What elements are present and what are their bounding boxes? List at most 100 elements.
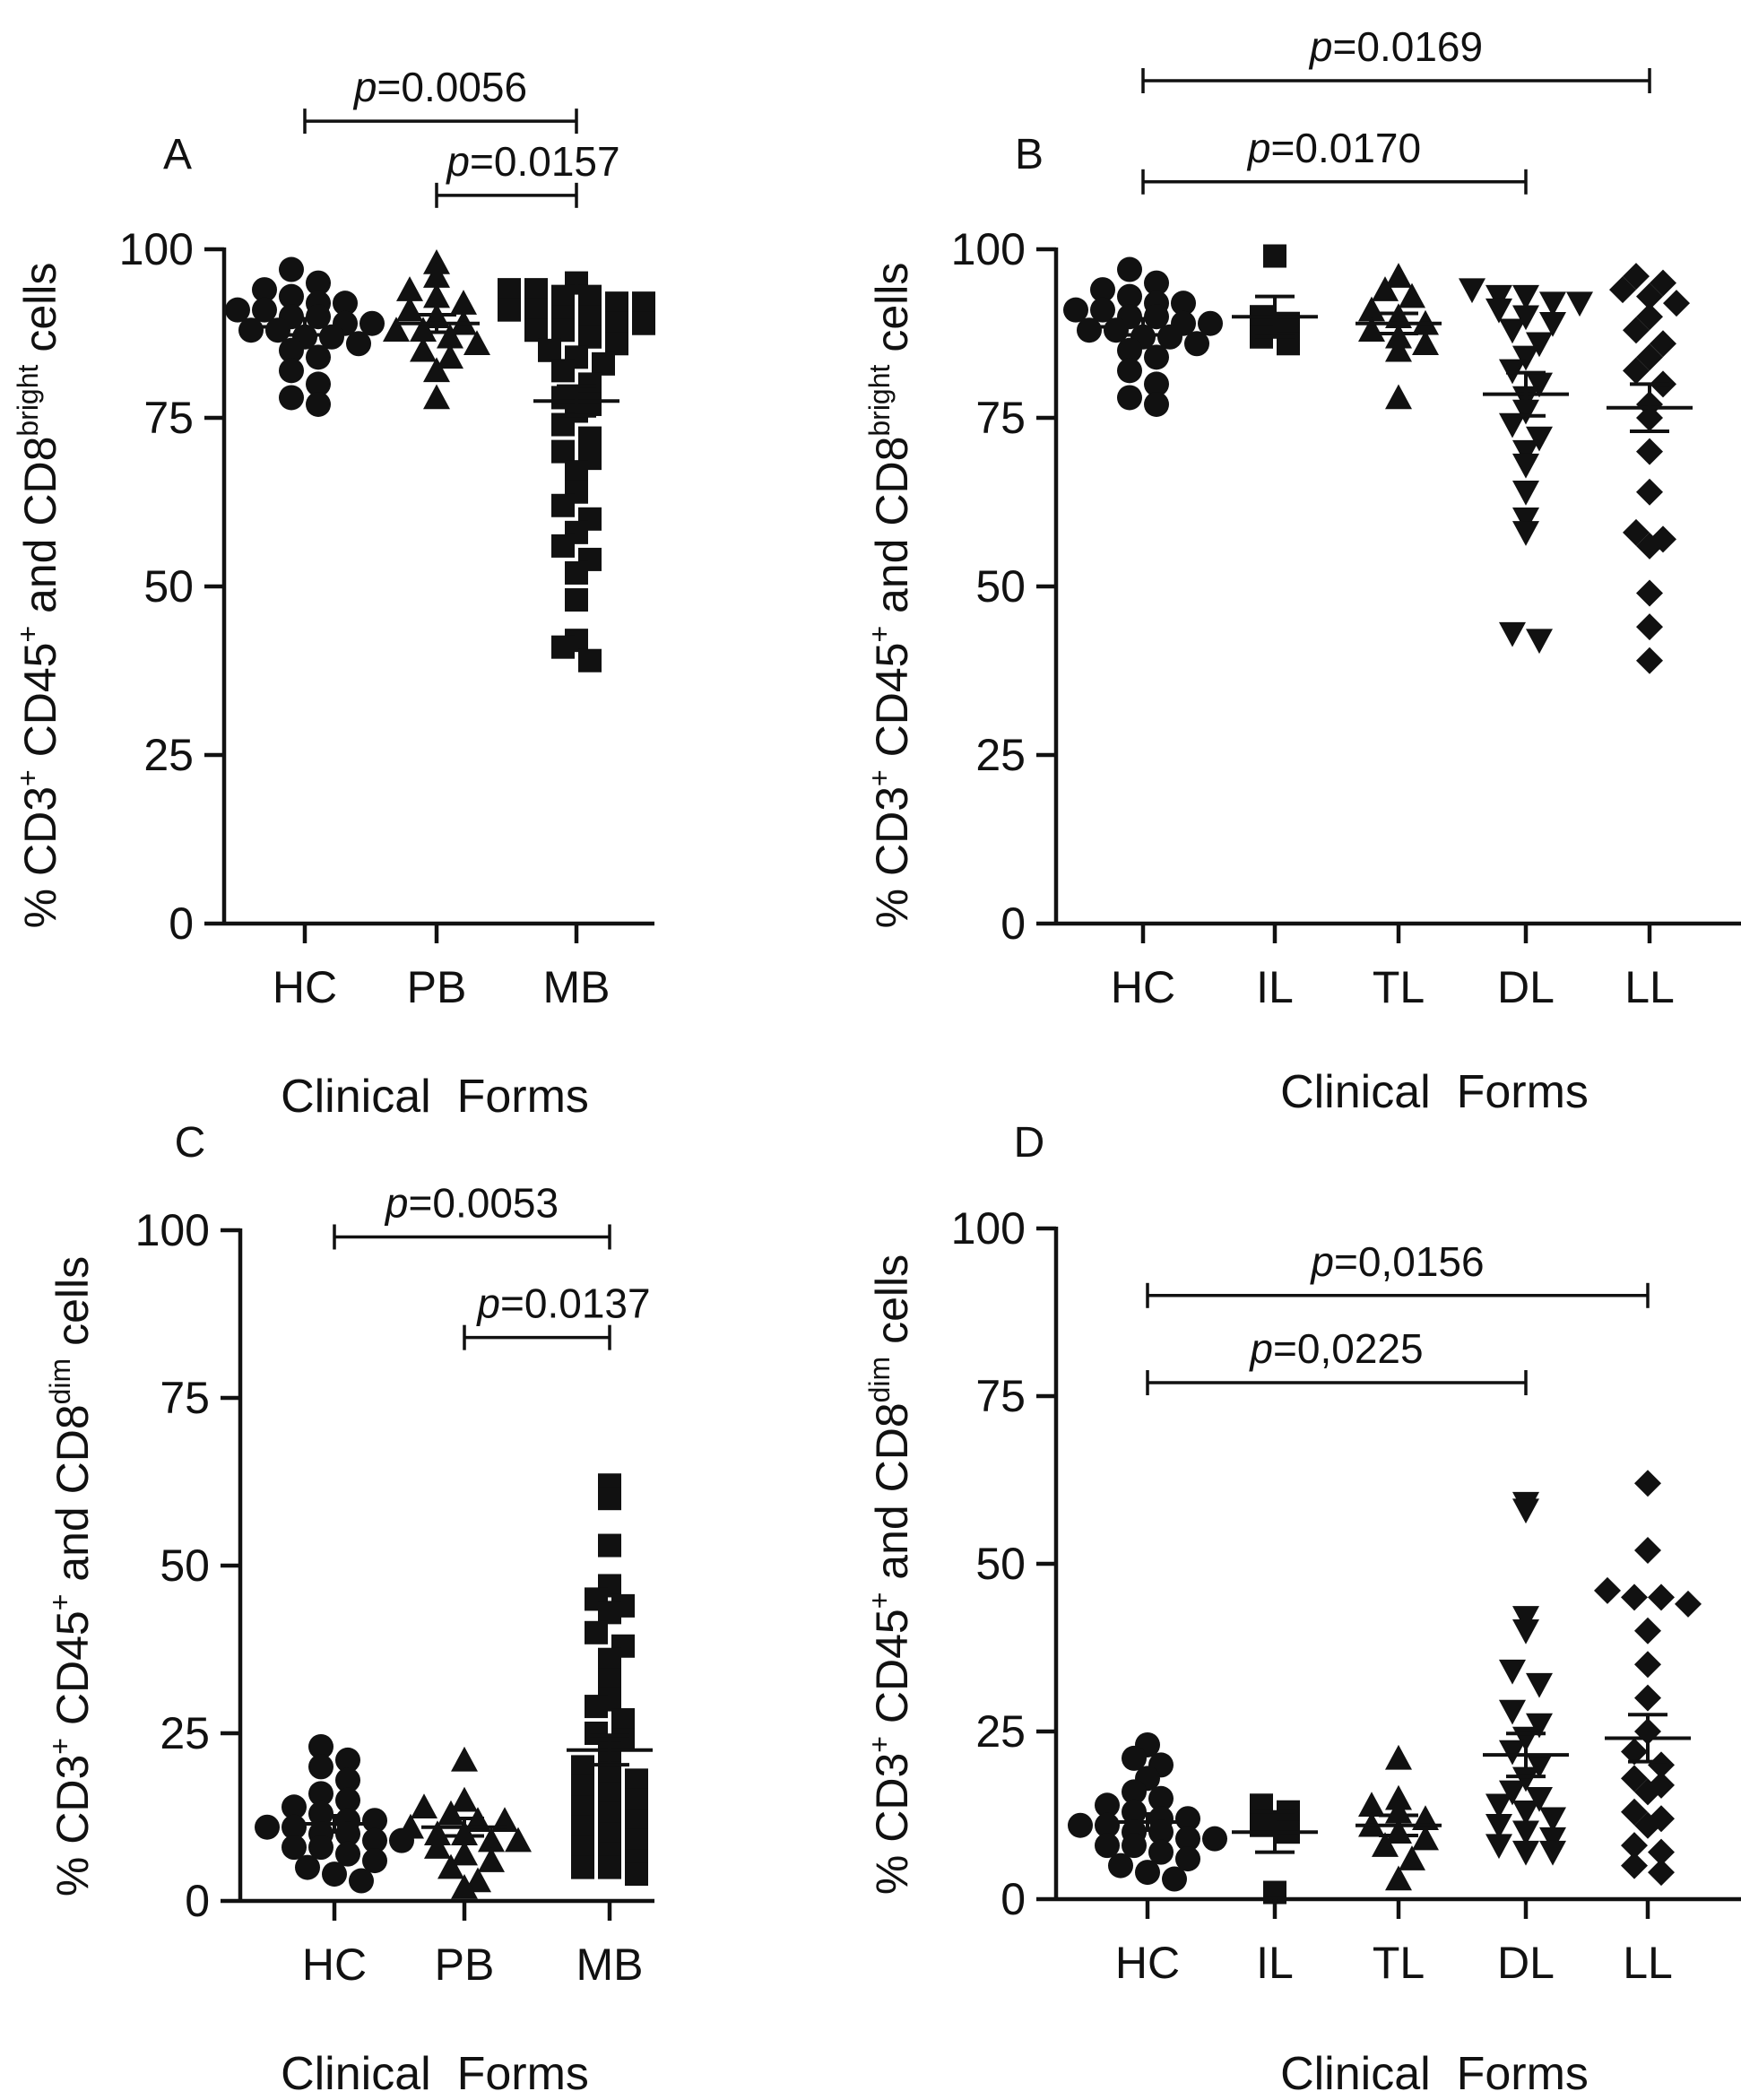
panel-d-p-value: p=0,0225	[1248, 1325, 1423, 1372]
panel-c-point-pb	[411, 1793, 437, 1819]
panel-b-point-il	[1263, 244, 1286, 268]
panel-c-p-value: p=0.0137	[475, 1280, 650, 1327]
panel-a-point-hc	[319, 324, 344, 350]
panel-c-point-hc	[308, 1801, 333, 1827]
panel-b-point-dl	[1526, 629, 1553, 655]
panel-a-points	[225, 249, 655, 673]
panel-b-p-value: p=0.0170	[1246, 125, 1421, 171]
panel-b-xtick-label: DL	[1497, 962, 1555, 1012]
panel-d-point-tl	[1385, 1784, 1412, 1810]
panel-b-p-value: p=0.0169	[1308, 23, 1483, 70]
panel-a-p-value: p=0.0157	[445, 138, 619, 185]
panel-d-points	[1068, 1470, 1702, 1905]
panel-b-point-hc	[1144, 304, 1169, 330]
panel-d-point-dl	[1499, 1659, 1526, 1685]
panel-b-point-ll	[1650, 330, 1676, 358]
panel-b-point-ll	[1623, 317, 1650, 344]
panel-a-xlabel: Clinical Forms	[281, 1071, 589, 1123]
panel-c-point-mb	[625, 1862, 648, 1887]
panel-b-points	[1063, 244, 1693, 674]
panel-a-point-mb	[578, 372, 602, 396]
panel-d-point-ll	[1634, 1684, 1661, 1712]
panel-c-point-pb	[505, 1827, 532, 1853]
panel-c-axes: 0 25 50 75 100 HC PB MB	[135, 1205, 654, 1990]
panel-c-point-mb	[625, 1788, 648, 1812]
panel-c-point-hc	[335, 1821, 360, 1847]
panel-d-ylabel: % CD3+ CD45+ and CD8dim cells	[863, 1254, 917, 1895]
panel-a-point-mb	[498, 298, 521, 322]
panel-a-label: A	[163, 131, 192, 178]
panel-c-point-mb	[585, 1722, 608, 1745]
panel-b-label: B	[1015, 131, 1044, 178]
panel-c-point-mb	[611, 1708, 635, 1732]
panel-a-p-value: p=0.0056	[352, 64, 527, 110]
panel-b-point-tl	[1358, 296, 1385, 322]
panel-c-point-mb	[571, 1835, 594, 1860]
panel-c-xtick-label: PB	[435, 1939, 495, 1990]
panel-c-point-hc	[322, 1861, 347, 1887]
panel-b-point-hc	[1144, 270, 1169, 296]
panel-c-point-mb	[598, 1801, 621, 1826]
panel-d-xlabel: Clinical Forms	[1280, 2048, 1589, 2100]
panel-a-point-mb	[632, 311, 655, 335]
panel-a-point-pb	[410, 317, 437, 342]
panel-d-point-hc	[1148, 1839, 1174, 1865]
panel-a-point-mb	[565, 560, 588, 585]
panel-a-point-mb	[538, 338, 561, 362]
panel-a-point-pb	[450, 290, 477, 315]
panel-a-point-mb	[578, 305, 602, 329]
panel-d-point-hc	[1122, 1799, 1147, 1825]
panel-a-point-hc	[306, 270, 331, 296]
panel-d-point-ll	[1634, 1811, 1661, 1839]
panel-d-xtick-label: TL	[1373, 1938, 1425, 1988]
panel-a-point-mb	[565, 588, 588, 612]
panel-b-xtick-label: HC	[1111, 962, 1175, 1012]
panel-c-point-mb	[598, 1601, 621, 1625]
panel-d-point-hc	[1175, 1806, 1200, 1832]
panel-d-point-dl	[1526, 1787, 1553, 1812]
panel-b-point-ll	[1636, 579, 1663, 607]
panel-c-brackets: p=0.0053 p=0.0137	[333, 1179, 651, 1350]
panel-b-ylabel: % CD3+ CD45+ and CD8bright cells	[863, 263, 917, 929]
panel-b-point-tl	[1372, 276, 1399, 301]
panel-c-point-mb	[598, 1782, 621, 1806]
panel-b-ytick-label: 50	[975, 561, 1026, 612]
panel-d-point-dl	[1539, 1840, 1566, 1866]
panel-d-point-tl	[1385, 1744, 1412, 1770]
panel-b-point-dl	[1512, 305, 1539, 331]
panel-a-point-hc	[252, 277, 277, 303]
panel-b-xtick-label: LL	[1624, 962, 1675, 1012]
panel-d-point-dl	[1499, 1780, 1526, 1806]
panel-b-point-hc	[1117, 358, 1142, 384]
panel-d-point-dl	[1485, 1813, 1512, 1839]
panel-a-point-mb	[578, 284, 602, 308]
panel-b-point-dl	[1512, 521, 1539, 546]
panel-b-point-dl	[1539, 311, 1566, 337]
panel-c-label: C	[175, 1119, 206, 1167]
panel-b-point-dl	[1512, 480, 1539, 506]
panel-b-point-dl	[1539, 291, 1566, 317]
panel-b-point-ll	[1650, 269, 1676, 297]
panel-c-point-hc	[362, 1808, 387, 1834]
panel-c-ytick-label: 50	[160, 1540, 210, 1591]
panel-b-axes: 0 25 50 75 100 HC IL TL DL LL	[951, 224, 1741, 1012]
panel-d-point-dl	[1512, 1766, 1539, 1792]
panel-a-axes: 0 25 50 75 100 HC PB MB	[119, 224, 654, 1012]
panel-d-xtick-label: DL	[1497, 1938, 1555, 1988]
panel-b-point-dl	[1566, 291, 1593, 317]
panel-d-point-hc	[1122, 1745, 1147, 1771]
panel-b-point-ll	[1636, 438, 1663, 465]
panel-c-point-pb	[451, 1786, 478, 1812]
panel-a-point-hc	[359, 310, 385, 336]
panel-a-point-hc	[279, 256, 304, 282]
panel-d-point-ll	[1634, 1537, 1661, 1565]
panel-a-point-mb	[592, 351, 615, 376]
panel-d-point-ll	[1675, 1590, 1702, 1618]
panel-b-point-hc	[1063, 297, 1088, 323]
panel-b-xtick-label: IL	[1256, 962, 1294, 1012]
panel-a-point-mb	[524, 278, 548, 302]
panel-b-point-ll	[1636, 343, 1663, 371]
panel-b-point-tl	[1399, 282, 1425, 308]
